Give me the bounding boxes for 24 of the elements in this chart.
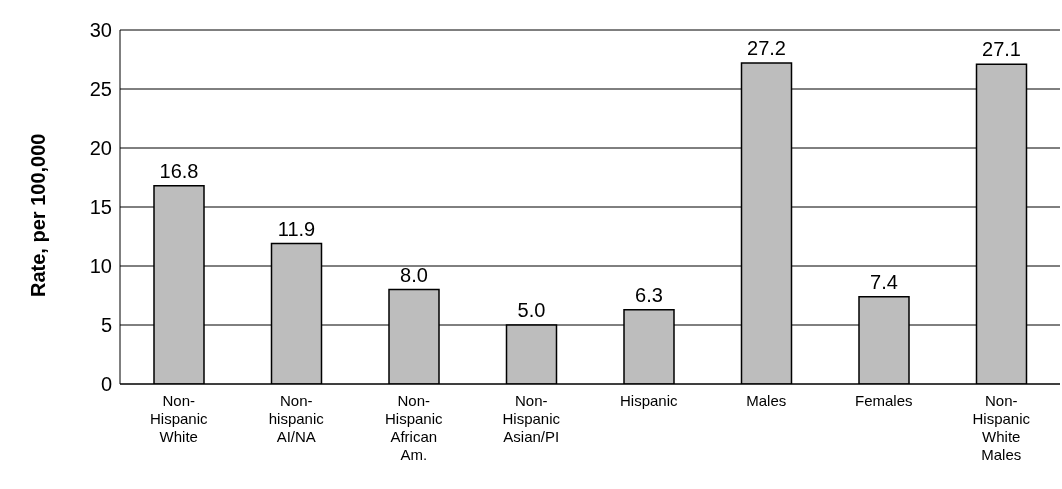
x-tick-label: Non- Hispanic Asian/PI [502, 392, 561, 445]
data-label: 27.2 [747, 37, 786, 60]
data-label: 16.8 [159, 159, 199, 182]
y-tick-label: 20 [89, 137, 112, 160]
x-tick-label: Females [854, 392, 913, 409]
x-tick-label: Males [746, 392, 787, 409]
y-tick-label: 10 [89, 255, 112, 278]
y-tick-label: 0 [100, 373, 112, 396]
data-label: 5.0 [517, 299, 546, 321]
data-label: 6.3 [635, 283, 663, 306]
data-label: 8.0 [400, 263, 428, 286]
data-label: 7.4 [870, 270, 898, 293]
data-label: 11.9 [277, 217, 316, 240]
x-tick-label: Non- Hispanic African Am. [384, 392, 444, 463]
y-axis-title: Rate, per 100,000 [27, 133, 50, 297]
y-tick-label: 25 [89, 78, 112, 101]
y-tick-label: 15 [89, 196, 112, 219]
data-label: 27.1 [982, 38, 1021, 61]
y-tick-label: 5 [100, 314, 112, 337]
x-tick-label: Non- Hispanic White Males [972, 392, 1031, 463]
x-tick-label: Non- Hispanic White [149, 392, 209, 445]
x-tick-label: Non- hispanic AI/NA [268, 392, 325, 445]
x-tick-label: Hispanic [619, 392, 679, 409]
y-tick-label: 30 [89, 19, 112, 42]
